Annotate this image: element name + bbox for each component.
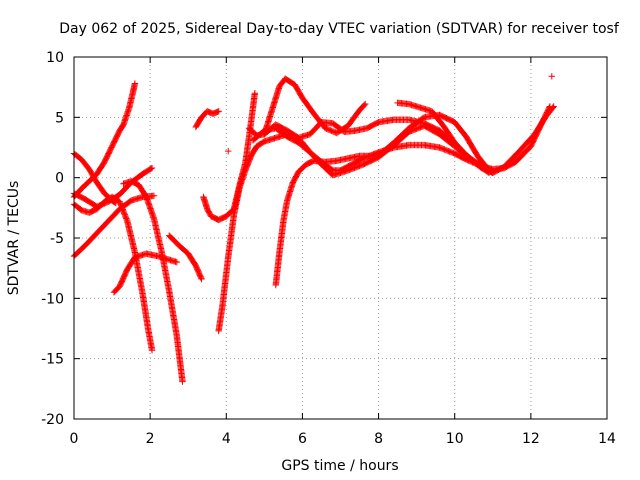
plot-frame <box>73 56 608 420</box>
data-series-arc-8 <box>165 232 205 283</box>
x-tick-label: 2 <box>146 431 155 447</box>
data-point <box>173 258 180 266</box>
data-point <box>549 104 557 111</box>
data-point <box>224 147 232 155</box>
x-tick-label: 14 <box>598 431 616 447</box>
data-point <box>197 274 205 282</box>
data-series-arc-14 <box>272 111 496 289</box>
grid <box>74 57 607 419</box>
x-tick-label: 8 <box>374 431 383 447</box>
y-tick-label: -5 <box>50 231 64 247</box>
y-tick-label: 10 <box>46 50 64 66</box>
data-series-arc-5 <box>70 193 156 354</box>
data-point <box>150 192 158 199</box>
tick-labels: 0 2 4 6 8 10 12 14 -20 -15 -10 -5 0 5 10 <box>41 50 616 447</box>
y-tick-label: 5 <box>55 110 64 126</box>
data-point <box>550 103 557 110</box>
y-tick-label: -10 <box>41 291 64 307</box>
data-series-arc-7 <box>110 250 180 296</box>
x-tick-label: 0 <box>70 431 79 447</box>
data-point <box>362 100 369 108</box>
data-point <box>361 101 368 109</box>
y-tick-label: -15 <box>41 352 64 368</box>
y-tick-label: -20 <box>41 412 64 428</box>
x-tick-label: 6 <box>298 431 307 447</box>
x-tick-label: 4 <box>222 431 231 447</box>
data-series-arc-9 <box>192 108 222 131</box>
data-point <box>148 347 156 354</box>
chart-title: Day 062 of 2025, Sidereal Day-to-day VTE… <box>59 21 620 37</box>
data-series-arc-6 <box>120 178 186 385</box>
y-axis-title: SDTVAR / TECUs <box>6 181 22 296</box>
data-series-arc-15 <box>261 116 496 174</box>
x-axis-title: GPS time / hours <box>281 458 398 474</box>
data-point <box>179 378 186 385</box>
data-point <box>485 169 493 177</box>
data-point <box>548 73 555 80</box>
data-points <box>70 73 557 385</box>
x-tick-label: 10 <box>446 431 464 447</box>
data-point <box>251 90 259 97</box>
data-point <box>484 168 492 176</box>
data-point <box>147 165 155 172</box>
data-series-arc-16 <box>394 99 493 177</box>
data-point <box>198 275 205 283</box>
y-tick-label: 0 <box>55 171 64 187</box>
data-series-isolated <box>224 73 555 155</box>
data-point <box>489 167 496 174</box>
data-point <box>131 80 139 87</box>
data-point <box>215 108 222 115</box>
x-tick-label: 12 <box>522 431 540 447</box>
data-point <box>148 164 156 172</box>
